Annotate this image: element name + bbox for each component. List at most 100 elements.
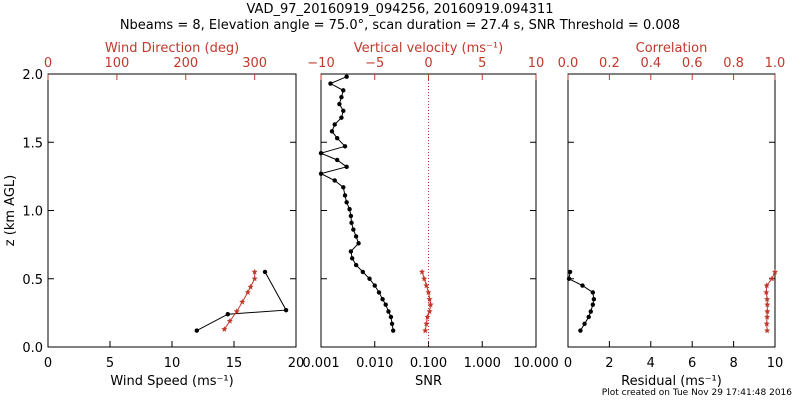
- panel-2-series-1-point: [349, 220, 354, 225]
- panel-2-series-1-point: [349, 256, 355, 261]
- panel-3-series-2-point: [763, 289, 770, 295]
- panel-3-series-1-line: [568, 271, 595, 331]
- panel-2-series-2-point: [421, 275, 428, 282]
- y-tick-label: 1.5: [22, 136, 43, 151]
- panel-3-top-tick-label: 1.0: [765, 56, 786, 71]
- panel-2-frame: [320, 73, 537, 348]
- panel-2-series-1-point: [318, 171, 324, 176]
- panel-3-series-1-point: [586, 314, 591, 320]
- figure-title: VAD_97_20160919_094256, 20160919.094311: [246, 2, 554, 17]
- panel-2-series-1-point: [318, 150, 324, 156]
- panel-3-bottom-tick-label: 4: [647, 356, 655, 371]
- panel-2-series-1-point: [376, 290, 382, 295]
- panel-3-series-1-point: [582, 321, 587, 326]
- panel-2-series-1-point: [348, 213, 354, 219]
- panel-3-top-tick-label: 0.4: [640, 56, 661, 71]
- panel-3-series-2-point: [764, 313, 771, 320]
- panel-1-top-tick-label: 200: [173, 56, 198, 71]
- panel-2-series-2-point: [424, 313, 431, 320]
- panel-2-series-1-point: [342, 193, 348, 198]
- panel-3-series-2-point: [772, 268, 778, 275]
- y-axis-label: z (km AGL): [3, 175, 18, 246]
- panel-2-series-1-point: [389, 321, 395, 326]
- panel-1-bottom-axis-label: Wind Speed (ms⁻¹): [110, 374, 233, 389]
- panel-2-series-2-point: [426, 296, 433, 302]
- panel-2-bottom-tick-label: 0.100: [410, 356, 447, 371]
- panel-3-series-2-point: [764, 327, 771, 334]
- panel-1-bottom-tick-label: 20: [288, 356, 305, 371]
- panel-2-top-tick-label: −5: [365, 56, 384, 71]
- panel-2-series-1-point: [342, 144, 348, 149]
- panel-2-series-1-point: [386, 309, 391, 314]
- panel-2-bottom-tick-label: 0.001: [302, 356, 339, 371]
- panel-3-series-1-point: [580, 283, 585, 288]
- panel-2-series-1-point: [329, 129, 335, 134]
- panel-2-series-1-point: [341, 108, 346, 114]
- panel-2-series-1-point: [383, 302, 388, 307]
- panel-2-series-1-point: [332, 122, 337, 127]
- panel-2-series-1-point: [380, 297, 385, 302]
- panel-3-bottom-tick-label: 8: [729, 356, 737, 371]
- panel-1-series-2-point: [239, 298, 246, 305]
- panel-1-top-axis-label: Wind Direction (deg): [105, 41, 239, 56]
- panel-2-series-1-point: [353, 234, 359, 239]
- panel-2-series-1-point: [339, 95, 344, 100]
- plot-timestamp: Plot created on Tue Nov 29 17:41:48 2016: [601, 388, 792, 398]
- panel-3-bottom-tick-label: 10: [767, 356, 784, 371]
- panel-3-bottom-tick-label: 6: [688, 356, 696, 371]
- y-tick-label: 0.0: [22, 341, 43, 356]
- panel-2-series-1-point: [360, 269, 366, 275]
- panel-2-series-2-point: [423, 320, 430, 327]
- panel-1-series-2-point: [226, 317, 233, 324]
- panel-1-top-tick-label: 0: [44, 56, 52, 71]
- panel-3-bottom-tick-label: 0: [564, 356, 572, 371]
- panel-2-series-1-point: [337, 101, 342, 107]
- panel-3-frame: [567, 73, 776, 348]
- panel-2-series-1-point: [390, 328, 396, 333]
- panel-1-series-2-point: [251, 275, 258, 282]
- panel-3-series-2-point: [763, 320, 770, 327]
- panel-2-series-1-point: [351, 227, 356, 232]
- panel-2-bottom-tick-label: 10.000: [513, 356, 559, 371]
- panel-2-series-1-point: [367, 276, 372, 281]
- y-tick-label: 1.0: [22, 205, 43, 220]
- panel-2-series-1-point: [353, 262, 359, 268]
- panel-2-series-2-point: [427, 301, 434, 308]
- panel-2-series-2-point: [423, 282, 430, 289]
- panel-2-series-2-point: [422, 327, 429, 334]
- panel-1-series-1-point: [262, 269, 268, 275]
- panel-3-series-2-point: [768, 275, 775, 282]
- panel-2-series-1-point: [372, 283, 377, 288]
- y-tick-label: 0.5: [22, 273, 43, 288]
- panel-2-series-1-line: [319, 76, 394, 331]
- panel-1-series-2-point: [244, 289, 251, 295]
- panel-2-series-1-point: [347, 206, 352, 212]
- panel-2-series-1-point: [348, 249, 354, 254]
- panel-2-bottom-axis-label: SNR: [415, 374, 442, 389]
- panel-2-series-2-point: [426, 308, 433, 315]
- panel-2-series-1-point: [334, 135, 340, 141]
- panel-1-series-1-line: [196, 271, 287, 332]
- panel-3-bottom-axis-label: Residual (ms⁻¹): [621, 374, 722, 389]
- panel-1-series-2-point: [251, 268, 258, 275]
- panel-2-series-1-point: [339, 115, 344, 120]
- panel-3-series-2-point: [764, 308, 771, 315]
- panel-2-series-1-point: [344, 200, 349, 205]
- y-tick-label: 2.0: [22, 68, 43, 83]
- panel-1-top-tick-label: 100: [104, 56, 129, 71]
- panel-1-series-1-point: [225, 312, 230, 317]
- panel-1-frame: [47, 73, 297, 348]
- panel-3-top-tick-label: 0.8: [723, 56, 744, 71]
- panel-3-top-tick-label: 0.0: [558, 56, 579, 71]
- panel-2-series-1-point: [341, 88, 346, 93]
- panel-2-series-1-point: [344, 74, 349, 79]
- panel-3-top-axis-label: Correlation: [636, 41, 708, 56]
- panel-3-series-1-point: [591, 297, 597, 302]
- panel-3-series-1-point: [566, 276, 572, 281]
- panel-2-series-1-point: [388, 314, 394, 320]
- panel-3-series-1-point: [578, 328, 583, 333]
- panel-1-series-1-point: [283, 307, 289, 313]
- panel-2-series-2-point: [419, 268, 426, 275]
- panel-1-series-2-point: [247, 283, 254, 290]
